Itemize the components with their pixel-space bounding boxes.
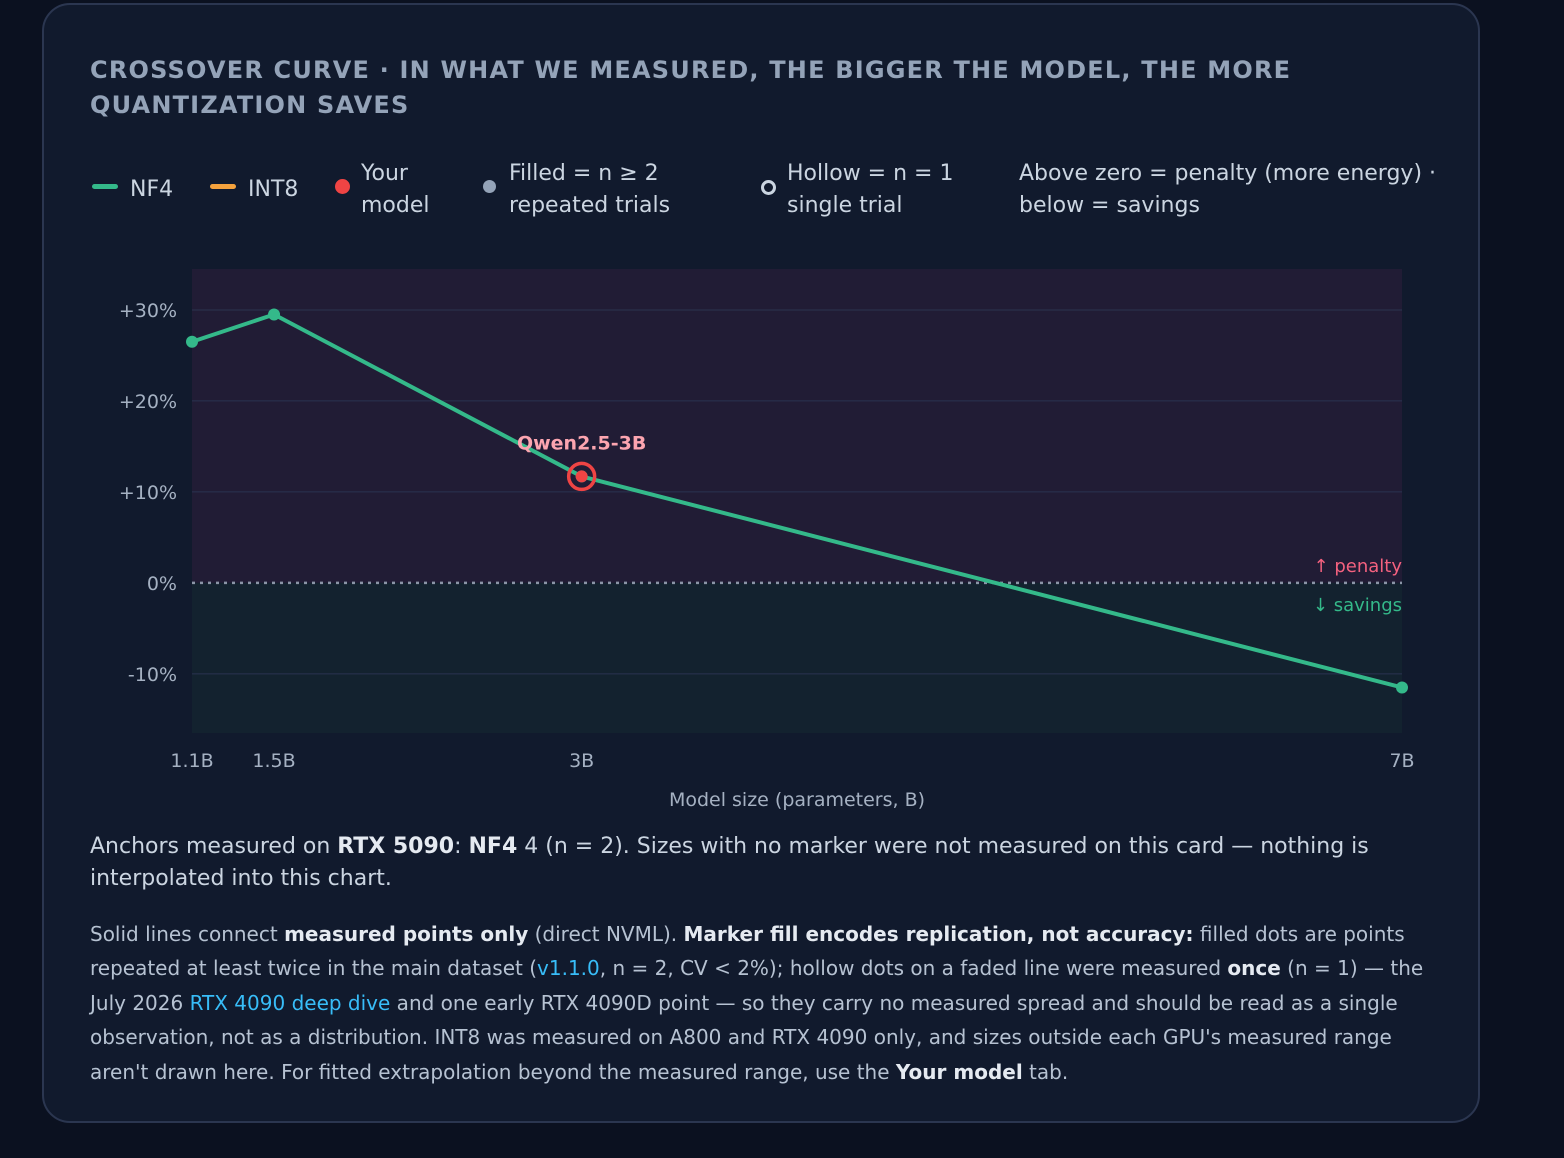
your-model-tab-ref: Your model [895, 1059, 1023, 1084]
x-tick-label: 1.5B [252, 750, 295, 772]
legend-int8-label: INT8 [248, 177, 299, 202]
note-text: 4 (n = 2). Sizes with no marker were not… [90, 834, 1369, 891]
y-tick-label: +30% [119, 300, 177, 322]
note-bold: Marker fill encodes replication, not acc… [683, 922, 1194, 946]
legend-filled-label: Filled = n ≥ 2 repeated trials [509, 161, 671, 218]
note-text: : [454, 834, 469, 859]
note-bold: measured points only [284, 922, 529, 946]
int8-line-swatch [210, 184, 236, 189]
filled-dot-icon [483, 180, 496, 193]
methodology-note: Solid lines connect measured points only… [90, 917, 1450, 1089]
nf4-data-point [268, 308, 281, 321]
your-model-dot-icon [335, 179, 350, 194]
gpu-name: RTX 5090 [337, 834, 455, 859]
format-name: NF4 [468, 834, 518, 859]
legend-nf4-label: NF4 [130, 177, 174, 202]
note-text: Solid lines connect [90, 922, 285, 946]
penalty-zone [192, 269, 1402, 583]
x-tick-label: 3B [569, 750, 594, 772]
savings-zone-label: ↓ savings [1313, 595, 1402, 616]
rtx-4090-deep-dive-link[interactable]: RTX 4090 deep dive [189, 990, 391, 1015]
legend-hollow-label: Hollow = n = 1 single trial [787, 161, 954, 218]
your-model-label: Qwen2.5-3B [517, 432, 646, 454]
y-tick-label: +20% [119, 391, 177, 413]
savings-zone [192, 582, 1402, 733]
your-model-ring [566, 461, 597, 492]
hollow-dot-icon [761, 180, 776, 195]
your-model-point [575, 470, 588, 483]
chart-card: CROSSOVER CURVE · IN WHAT WE MEASURED, T… [42, 3, 1480, 1123]
chart-legend: NF4 INT8 Your model Filled = n ≥ 2 repea… [90, 155, 1440, 225]
note-text: Anchors measured on [90, 834, 338, 859]
note-text: and one early RTX 4090D point — so they … [90, 990, 1398, 1084]
nf4-series-line [190, 312, 1404, 690]
y-tick-label: -10% [128, 664, 177, 686]
dataset-version-link[interactable]: v1.1.0 [537, 956, 600, 981]
note-text: (direct NVML). [528, 922, 684, 946]
x-axis-label: Model size (parameters, B) [669, 789, 925, 811]
nf4-line-swatch [92, 184, 118, 189]
note-text: tab. [1022, 1059, 1069, 1084]
note-text: , n = 2, CV < 2%); hollow dots on a fade… [599, 956, 1228, 981]
anchors-note: Anchors measured on RTX 5090: NF4 4 (n =… [90, 831, 1430, 895]
nf4-data-point [1396, 681, 1408, 694]
nf4-data-point [186, 335, 198, 348]
chart-title: CROSSOVER CURVE · IN WHAT WE MEASURED, T… [90, 56, 1292, 119]
note-text: filled dots are points repeated at least… [90, 922, 1405, 981]
note-text: (n = 1) — the July 2026 [90, 956, 1424, 1015]
y-tick-label: 0% [147, 573, 177, 595]
crossover-chart: +30% +20% +10% 0% -10% 1.1B 1.5B 3B 7B Model size… [119, 269, 1415, 811]
x-tick-label: 1.1B [170, 750, 213, 772]
y-tick-label: +10% [119, 482, 177, 504]
x-tick-label: 7B [1389, 750, 1414, 772]
legend-your-model-label: Your model [361, 161, 430, 218]
penalty-zone-label: ↑ penalty [1314, 556, 1403, 577]
legend-direction-text: Above zero = penalty (more energy) · bel… [1019, 161, 1437, 218]
note-bold: once [1227, 956, 1281, 981]
